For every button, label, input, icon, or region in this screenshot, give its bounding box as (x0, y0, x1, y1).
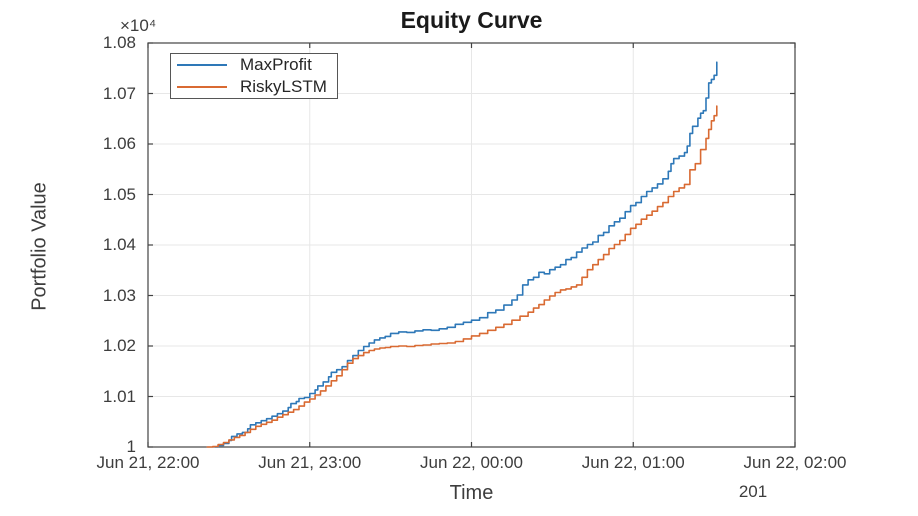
y-tick-label: 1.01 (102, 386, 136, 406)
legend-item-maxprofit: MaxProfit (171, 55, 337, 75)
y-tick-label: 1.07 (102, 83, 136, 103)
legend-item-riskylstm: RiskyLSTM (171, 77, 337, 97)
x-tick-label: Jun 22, 00:00 (419, 453, 524, 472)
x-tick-label: Jun 22, 02:00 (743, 453, 847, 472)
legend-line-swatch (177, 64, 227, 66)
legend-line-swatch (177, 86, 227, 88)
series-line-riskylstm (206, 105, 718, 448)
legend: MaxProfit RiskyLSTM (170, 53, 338, 99)
series-line-maxprofit (214, 61, 718, 448)
y-tick-label: 1.08 (102, 33, 136, 52)
x-tick-label: Jun 22, 01:00 (581, 453, 685, 472)
legend-label: RiskyLSTM (240, 77, 327, 96)
x-tick-label: Jun 21, 22:00 (96, 453, 200, 472)
y-tick-label: 1.05 (102, 184, 136, 204)
y-tick-label: 1.03 (102, 285, 136, 305)
y-tick-label: 1.06 (102, 134, 136, 153)
y-axis-exponent-label: ×10⁴ (120, 16, 157, 35)
x-tick-label: Jun 21, 23:00 (258, 453, 362, 472)
y-tick-label: 1 (126, 437, 136, 456)
y-tick-label: 1.02 (102, 336, 136, 355)
chart-title: Equity Curve (400, 7, 543, 33)
legend-label: MaxProfit (240, 55, 312, 74)
x-axis-secondary-year-label: 201 (738, 482, 768, 501)
x-axis-label: Time (449, 482, 494, 504)
y-tick-label: 1.04 (102, 235, 136, 254)
